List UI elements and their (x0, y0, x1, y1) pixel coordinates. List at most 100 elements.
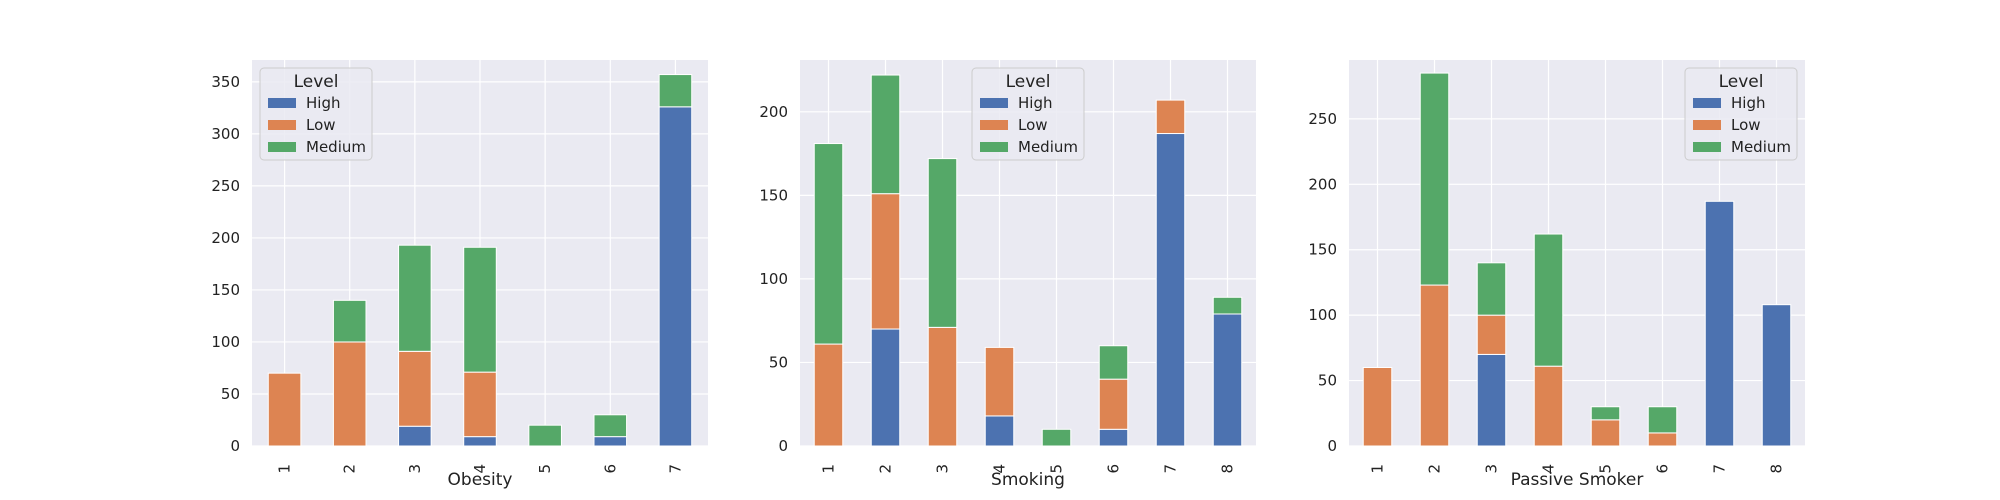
legend-title: Level (1719, 72, 1764, 92)
bar-high-7 (1704, 200, 1735, 447)
legend-label-low: Low (1731, 116, 1761, 134)
x-tick-label: 1 (1369, 464, 1387, 474)
x-tick-label: 6 (601, 464, 619, 474)
y-tick-label: 50 (221, 385, 240, 403)
x-tick-label: 4 (1540, 464, 1558, 474)
bar-low-6 (1647, 432, 1678, 447)
bar-medium-6 (1647, 406, 1678, 434)
x-tick-label: 5 (1597, 464, 1615, 474)
x-tick-label: 7 (666, 464, 684, 474)
y-tick-label: 350 (211, 73, 240, 91)
bar-low-1 (267, 372, 302, 447)
bar-high-7 (658, 106, 693, 447)
legend-swatch-medium (1693, 142, 1721, 152)
legend-label-medium: Medium (1018, 138, 1078, 156)
bar-high-6 (1098, 428, 1129, 447)
x-tick-label: 4 (471, 464, 489, 474)
bar-high-7 (1155, 133, 1186, 447)
y-tick-label: 100 (211, 333, 240, 351)
bar-low-2 (332, 341, 367, 447)
bar-medium-3 (927, 158, 958, 328)
legend-label-low: Low (306, 116, 336, 134)
bar-medium-3 (1476, 262, 1507, 316)
x-tick-label: 6 (1105, 464, 1123, 474)
bar-low-6 (1098, 378, 1129, 430)
bar-medium-5 (1041, 428, 1072, 447)
x-tick-label: 8 (1219, 464, 1237, 474)
y-tick-label: 100 (759, 270, 788, 288)
x-tick-label: 2 (877, 464, 895, 474)
bar-high-4 (463, 436, 497, 447)
bar-medium-6 (593, 414, 628, 438)
legend: Level High Low Medium (971, 67, 1085, 161)
bar-low-2 (870, 193, 901, 330)
legend-box (971, 67, 1085, 161)
bar-low-4 (984, 346, 1015, 417)
y-tick-label: 0 (778, 437, 788, 455)
bar-medium-4 (1533, 233, 1564, 367)
x-tick-label: 1 (276, 464, 294, 474)
bar-high-6 (593, 436, 628, 447)
y-tick-label: 200 (211, 229, 240, 247)
bar-medium-6 (1098, 345, 1129, 380)
bar-low-5 (1590, 419, 1621, 447)
bar-low-3 (398, 350, 432, 427)
legend-label-medium: Medium (1731, 138, 1791, 156)
legend-label-medium: Medium (306, 138, 366, 156)
bar-low-1 (813, 343, 844, 447)
bar-low-4 (1533, 365, 1564, 447)
chart-panel-1: 0 50 100 150 200 250 300 350 1 2 3 4 5 6 7 Obesity Level… (211, 60, 708, 490)
legend-box (1684, 67, 1798, 161)
legend-swatch-high (980, 98, 1008, 108)
bar-high-8 (1761, 304, 1792, 447)
legend-label-low: Low (1018, 116, 1048, 134)
y-tick-label: 250 (1308, 110, 1337, 128)
legend: Level High Low Medium (259, 67, 373, 161)
bar-low-1 (1362, 366, 1393, 447)
legend-label-high: High (306, 94, 340, 112)
y-tick-label: 50 (1318, 372, 1337, 390)
y-tick-label: 100 (1308, 306, 1337, 324)
bar-medium-3 (398, 244, 432, 352)
chart-panel-2: 0 50 100 150 200 1 2 3 4 5 6 7 8 Smoking Level High Low M… (759, 60, 1256, 490)
legend-title: Level (294, 72, 339, 92)
bar-low-4 (463, 371, 497, 438)
x-tick-label: 2 (1426, 464, 1444, 474)
bar-medium-5 (528, 424, 562, 447)
x-tick-label: 7 (1711, 464, 1729, 474)
x-tick-label: 2 (341, 464, 359, 474)
x-tick-label: 6 (1654, 464, 1672, 474)
y-tick-label: 150 (211, 281, 240, 299)
legend-swatch-low (268, 120, 296, 130)
x-tick-label: 5 (536, 464, 554, 474)
x-tick-label: 3 (934, 464, 952, 474)
bar-medium-2 (1419, 72, 1450, 286)
legend-label-high: High (1018, 94, 1052, 112)
legend-swatch-medium (268, 142, 296, 152)
legend-label-high: High (1731, 94, 1765, 112)
bar-low-7 (1155, 99, 1186, 135)
bar-high-3 (1476, 353, 1507, 447)
bar-medium-8 (1212, 296, 1243, 315)
x-axis-label: Passive Smoker (1511, 470, 1644, 490)
y-tick-label: 50 (769, 353, 788, 371)
bar-low-3 (927, 326, 958, 447)
x-tick-label: 7 (1162, 464, 1180, 474)
legend: Level High Low Medium (1684, 67, 1798, 161)
y-tick-label: 200 (759, 103, 788, 121)
bar-medium-1 (813, 143, 844, 345)
chart-panel-3: 0 50 100 150 200 250 1 2 3 4 5 6 7 8 Passive Smoker Lev… (1308, 60, 1805, 490)
x-tick-label: 3 (406, 464, 424, 474)
x-axis-label: Smoking (991, 470, 1065, 490)
bar-medium-4 (463, 246, 497, 373)
bar-low-3 (1476, 314, 1507, 355)
x-axis-label: Obesity (448, 470, 513, 490)
x-tick-label: 8 (1768, 464, 1786, 474)
legend-swatch-high (268, 98, 296, 108)
x-tick-label: 3 (1483, 464, 1501, 474)
bar-medium-2 (870, 74, 901, 195)
bar-high-2 (870, 328, 901, 447)
y-tick-label: 300 (211, 125, 240, 143)
y-tick-label: 0 (1327, 437, 1337, 455)
